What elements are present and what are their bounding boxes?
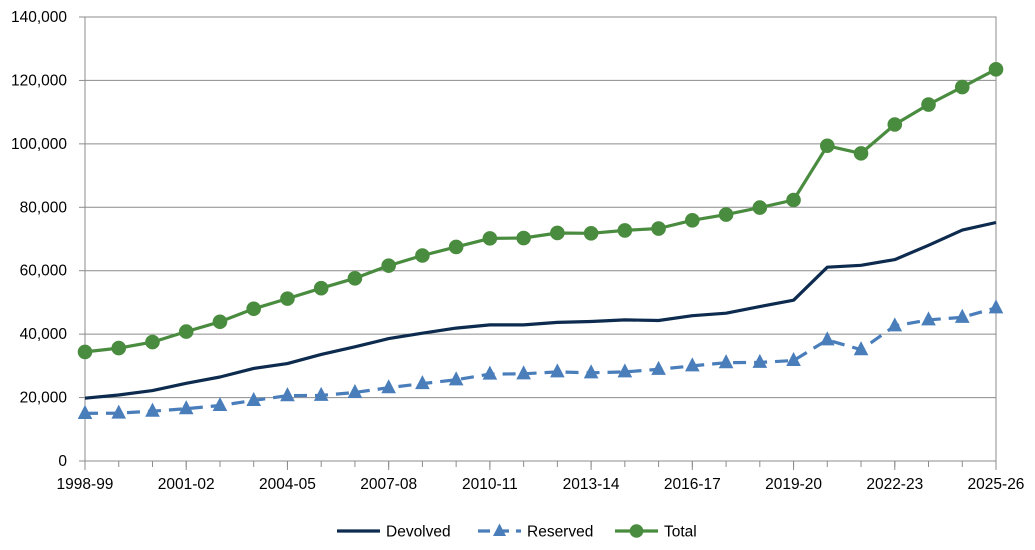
point-reserved	[786, 351, 801, 367]
legend-label-reserved: Reserved	[527, 524, 593, 541]
point-total	[381, 258, 396, 273]
series-line-devolved	[84, 220, 997, 400]
x-tick-label: 2001-02	[158, 476, 215, 493]
y-tick-label: 0	[58, 453, 67, 470]
legend-marker-reserved	[493, 523, 506, 536]
y-tick-label: 40,000	[20, 326, 68, 343]
point-total	[347, 271, 363, 286]
point-total	[313, 280, 329, 296]
x-tick-label: 2016-17	[664, 476, 721, 493]
point-total	[988, 62, 1004, 77]
x-tick-label: 2004-05	[259, 476, 316, 493]
point-total	[212, 314, 228, 330]
point-reserved	[752, 353, 768, 368]
x-tick-label: 2022-23	[866, 476, 923, 493]
point-reserved	[178, 400, 194, 415]
point-reserved	[550, 363, 565, 378]
point-reserved	[516, 365, 531, 380]
y-tick-label: 140,000	[11, 9, 67, 26]
point-reserved	[246, 391, 262, 406]
point-reserved	[280, 387, 295, 402]
y-tick-label: 120,000	[11, 72, 67, 89]
point-total	[786, 192, 801, 208]
point-reserved	[954, 308, 970, 323]
point-reserved	[482, 365, 498, 380]
point-reserved	[718, 354, 734, 369]
gridlines	[85, 16, 996, 399]
point-total	[145, 334, 160, 350]
point-reserved	[819, 331, 835, 346]
y-tick-label: 100,000	[11, 136, 67, 153]
point-total	[482, 231, 498, 246]
point-reserved	[921, 311, 936, 326]
point-reserved	[685, 357, 700, 372]
point-total	[752, 200, 768, 215]
point-total	[685, 212, 700, 228]
point-total	[819, 138, 835, 154]
point-reserved	[887, 317, 903, 332]
point-reserved	[651, 360, 666, 375]
series-line-total	[84, 67, 997, 354]
point-reserved	[145, 402, 160, 417]
point-total	[111, 340, 127, 356]
point-reserved	[448, 371, 464, 386]
point-total	[718, 207, 734, 222]
point-total	[77, 344, 93, 360]
point-total	[954, 79, 970, 95]
point-total	[280, 291, 295, 306]
x-tick-label: 1998-99	[57, 476, 114, 493]
plot-border	[84, 16, 997, 462]
y-tick-label: 20,000	[20, 390, 68, 407]
x-tick-label: 2013-14	[563, 476, 620, 493]
point-reserved	[853, 341, 869, 356]
point-total	[550, 225, 565, 241]
legend-marker-total	[629, 524, 644, 538]
point-total	[583, 225, 599, 241]
series-markers	[77, 62, 1004, 419]
axes	[79, 16, 997, 470]
y-tick-label: 80,000	[20, 199, 68, 216]
series-lines	[84, 67, 997, 415]
point-reserved	[988, 299, 1004, 314]
point-reserved	[381, 379, 396, 394]
point-total	[415, 248, 430, 263]
point-total	[651, 221, 666, 236]
point-reserved	[415, 375, 430, 390]
x-tick-label: 2010-11	[462, 476, 518, 493]
point-total	[887, 117, 903, 132]
point-reserved	[617, 363, 633, 378]
tick-labels: 0 20,000 40,000 60,000 80,000 100,000 120,000 1…	[11, 9, 1024, 493]
legend-label-total: Total	[664, 524, 697, 541]
point-total	[178, 324, 194, 339]
point-total	[516, 230, 531, 246]
point-total	[921, 97, 936, 112]
point-reserved	[111, 404, 127, 419]
series-line-reserved	[84, 306, 997, 415]
point-reserved	[212, 396, 228, 412]
x-tick-label: 2019-20	[765, 476, 822, 493]
point-reserved	[313, 386, 329, 401]
legend: Devolved Reserved Total	[337, 523, 697, 541]
x-tick-label: 2025-26	[968, 476, 1025, 493]
y-tick-label: 60,000	[20, 263, 68, 280]
point-reserved	[347, 383, 363, 399]
point-total	[246, 301, 262, 317]
legend-label-devolved: Devolved	[386, 524, 451, 541]
point-reserved	[77, 404, 93, 419]
x-tick-label: 2007-08	[360, 476, 417, 493]
point-total	[617, 223, 633, 238]
point-total	[448, 239, 464, 255]
point-reserved	[583, 364, 599, 379]
point-total	[853, 146, 869, 161]
